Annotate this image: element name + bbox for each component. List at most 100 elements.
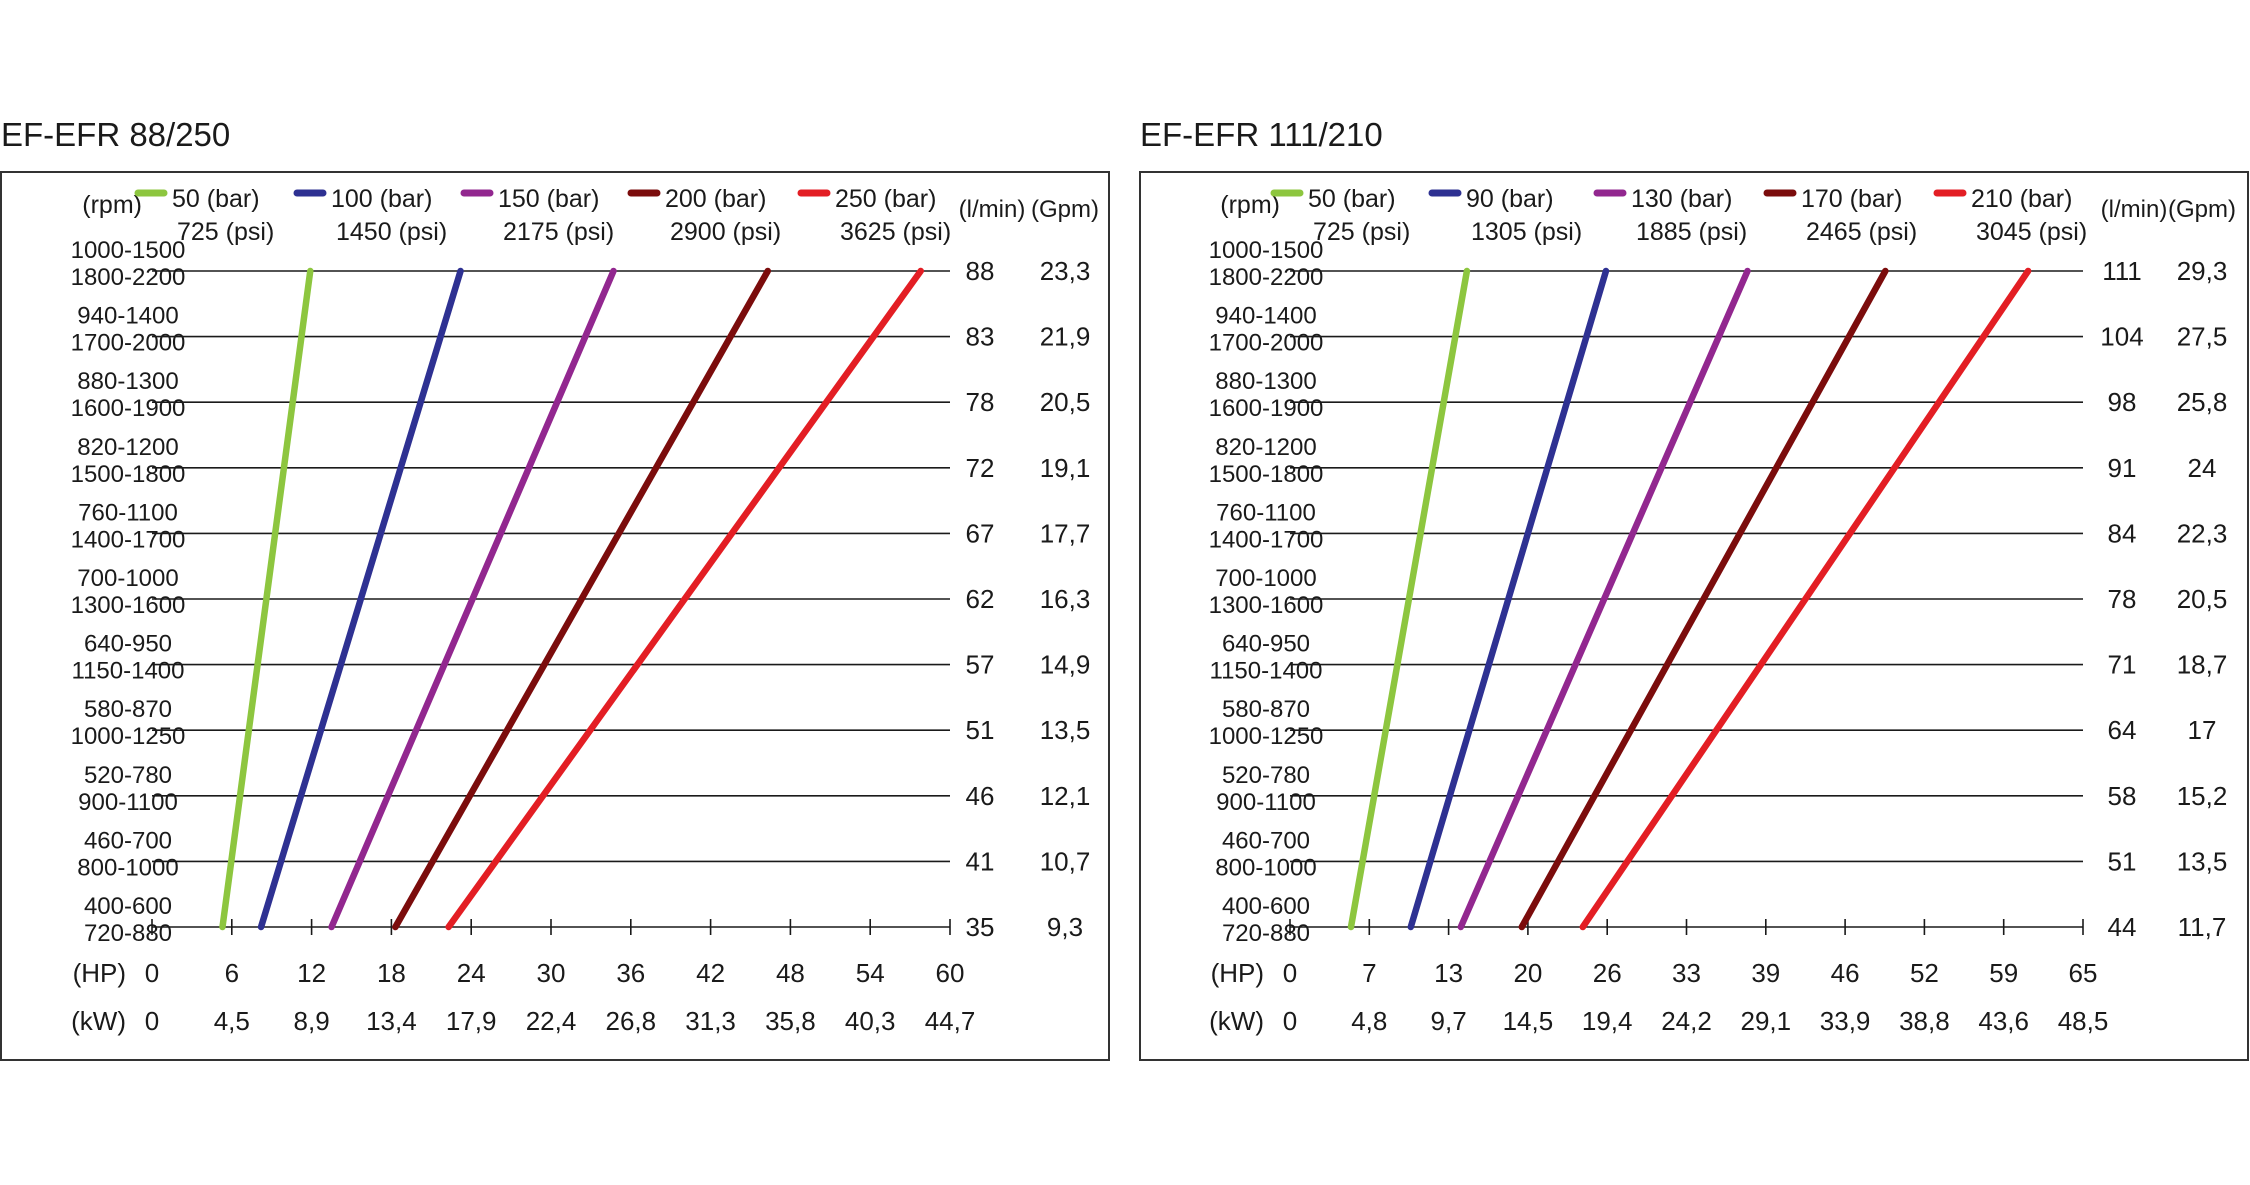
flow-lmin-label: 91 [2108,453,2137,483]
flow-gpm-label: 11,7 [2178,912,2227,942]
flow-lmin-label: 84 [2108,518,2137,548]
rpm-label-line2: 800-1000 [77,854,178,881]
flow-gpm-label: 10,7 [1040,846,1091,876]
legend-item: 170 (bar) 2465 (psi) [1763,185,1917,246]
rpm-label-line2: 720-880 [84,920,172,947]
hp-tick-label: 60 [936,958,965,988]
flow-lmin-label: 78 [2108,584,2137,614]
rpm-label-line2: 1700-2000 [1209,330,1324,357]
kw-tick-label: 0 [1283,1006,1297,1036]
rpm-label-line1: 820-1200 [1215,434,1316,461]
rpm-label-line2: 1700-2000 [71,330,186,357]
flow-lmin-label: 41 [966,846,995,876]
kw-tick-label: 33,9 [1820,1006,1871,1036]
legend-label-bar: 170 (bar) [1801,185,1902,213]
hp-tick-label: 12 [297,958,326,988]
flow-lmin-label: 46 [966,781,995,811]
legend-label-psi: 3625 (psi) [840,218,951,246]
chart-title: EF-EFR 111/210 [1140,116,1383,153]
legend-label-psi: 2900 (psi) [670,218,781,246]
lmin-axis-label: (l/min) [2101,196,2168,223]
legend-item: 250 (bar) 3625 (psi) [797,185,951,246]
hp-tick-label: 36 [616,958,645,988]
rpm-axis-label: (rpm) [1220,191,1280,219]
rpm-label-line1: 460-700 [84,827,172,854]
rpm-label-line2: 1400-1700 [71,526,186,553]
kw-tick-label: 13,4 [366,1006,417,1036]
rpm-label-line2: 1000-1250 [1209,723,1324,750]
flow-lmin-label: 88 [966,256,995,286]
flow-lmin-label: 35 [966,912,995,942]
kw-tick-label: 0 [145,1006,159,1036]
hp-tick-label: 18 [377,958,406,988]
series-line-2 [1407,267,1610,931]
legend-label-psi: 1450 (psi) [336,218,447,246]
rpm-label-line1: 940-1400 [1215,303,1316,330]
series-line-3 [328,267,617,931]
series-line-4 [1518,267,1889,931]
flow-lmin-label: 62 [966,584,995,614]
series-line-5 [445,267,924,931]
flow-gpm-label: 24 [2188,453,2217,483]
flow-lmin-label: 57 [966,650,995,680]
flow-lmin-label: 78 [966,387,995,417]
legend-label-bar: 50 (bar) [1308,185,1396,213]
legend-item: 200 (bar) 2900 (psi) [627,185,781,246]
legend-label-psi: 2175 (psi) [503,218,614,246]
flow-gpm-label: 13,5 [2177,846,2228,876]
flow-lmin-label: 71 [2108,650,2137,680]
kw-tick-label: 24,2 [1661,1006,1712,1036]
legend-item: 100 (bar) 1450 (psi) [293,185,447,246]
legend-label-bar: 150 (bar) [498,185,599,213]
rpm-label-line1: 640-950 [84,631,172,658]
rpm-label-line2: 1800-2200 [71,264,186,291]
hp-axis-label: (HP) [1211,958,1264,988]
legend-label-bar: 250 (bar) [835,185,936,213]
hp-tick-label: 13 [1434,958,1463,988]
flow-gpm-label: 20,5 [1040,387,1091,417]
series-line-2 [257,267,464,931]
series-line-3 [1457,267,1751,931]
kw-tick-label: 29,1 [1740,1006,1791,1036]
flow-gpm-label: 14,9 [1040,650,1091,680]
rpm-label-line1: 460-700 [1222,827,1310,854]
legend-label-psi: 2465 (psi) [1806,218,1917,246]
hp-tick-label: 42 [696,958,725,988]
flow-gpm-label: 29,3 [2177,256,2228,286]
kw-tick-label: 9,7 [1431,1006,1467,1036]
kw-tick-label: 43,6 [1978,1006,2029,1036]
legend-label-bar: 100 (bar) [331,185,432,213]
flow-gpm-label: 12,1 [1040,781,1091,811]
rpm-label-line2: 1300-1600 [71,592,186,619]
flow-lmin-label: 58 [2108,781,2137,811]
legend-label-bar: 50 (bar) [172,185,260,213]
rpm-label-line1: 880-1300 [77,368,178,395]
chart-panel-2: EF-EFR 111/210 (rpm) (l/min) (Gpm) 50 (bar) 7… [1139,116,2249,1061]
flow-gpm-label: 20,5 [2177,584,2228,614]
rpm-label-line2: 720-880 [1222,920,1310,947]
kw-tick-label: 22,4 [526,1006,577,1036]
rpm-label-line1: 400-600 [84,893,172,920]
flow-lmin-label: 67 [966,518,995,548]
legend-item: 50 (bar) 725 (psi) [134,185,274,246]
rpm-label-line1: 700-1000 [1215,565,1316,592]
legend-item: 150 (bar) 2175 (psi) [460,185,614,246]
kw-tick-label: 14,5 [1503,1006,1554,1036]
hp-tick-label: 54 [856,958,885,988]
legend-label-bar: 200 (bar) [665,185,766,213]
flow-gpm-label: 27,5 [2177,322,2228,352]
kw-tick-label: 35,8 [765,1006,816,1036]
kw-tick-label: 31,3 [685,1006,736,1036]
rpm-label-line1: 760-1100 [78,499,178,526]
rpm-axis-label: (rpm) [82,191,142,219]
flow-gpm-label: 21,9 [1040,322,1091,352]
legend-label-bar: 210 (bar) [1971,185,2072,213]
chart-title: EF-EFR 88/250 [1,116,230,153]
legend-label-psi: 3045 (psi) [1976,218,2087,246]
lmin-axis-label: (l/min) [959,196,1026,223]
rpm-label-line2: 1300-1600 [1209,592,1324,619]
hp-tick-label: 39 [1751,958,1780,988]
hp-tick-label: 52 [1910,958,1939,988]
rpm-label-line2: 1150-1400 [72,658,185,685]
rpm-label-line2: 1800-2200 [1209,264,1324,291]
